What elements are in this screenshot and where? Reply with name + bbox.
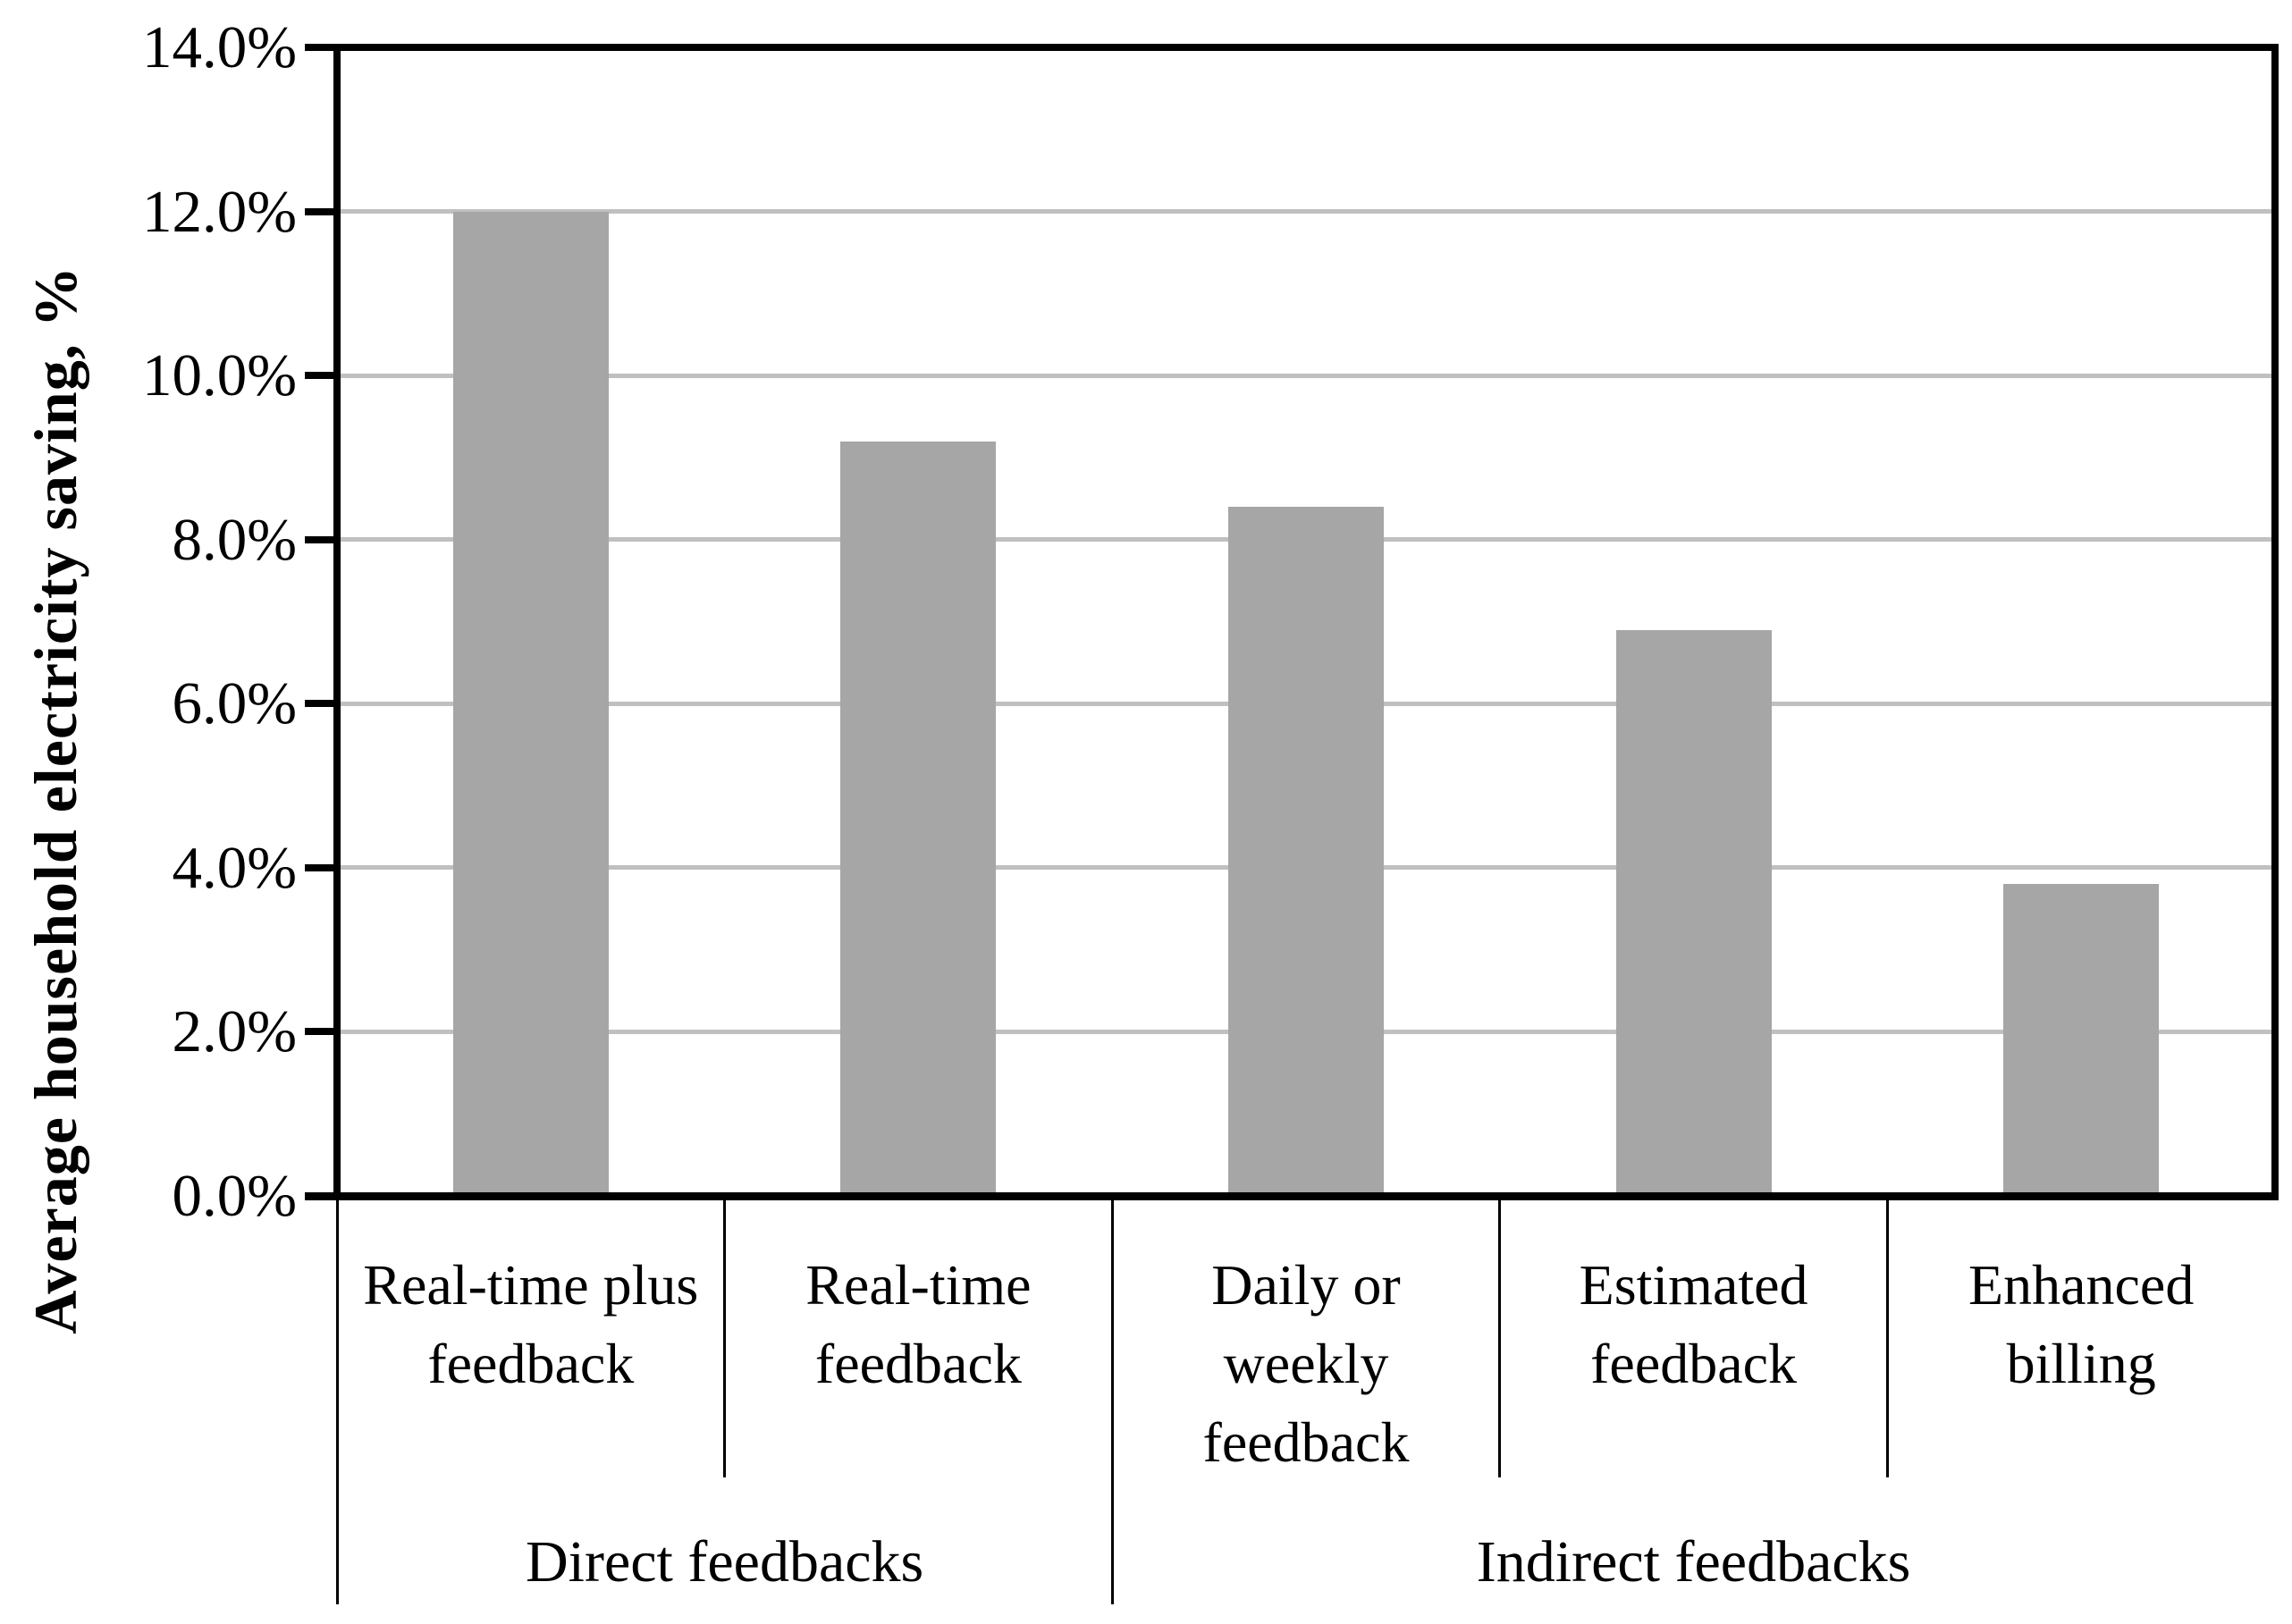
category-label: Estimated feedback: [1500, 1208, 1888, 1477]
group-separator: [1110, 1200, 1114, 1604]
y-tick-mark: [305, 1192, 337, 1199]
y-tick-mark: [305, 863, 337, 871]
y-tick-label: 6.0%: [172, 670, 297, 737]
y-tick-label: 0.0%: [172, 1163, 297, 1229]
bar: [1228, 507, 1384, 1196]
gridline: [337, 209, 2275, 215]
y-tick-mark: [305, 700, 337, 708]
category-label-text: Estimated feedback: [1579, 1253, 1808, 1395]
bar: [840, 441, 997, 1196]
y-tick-label: 8.0%: [172, 506, 297, 573]
y-tick-label: 12.0%: [141, 178, 297, 245]
gridline: [337, 373, 2275, 378]
category-separator: [1885, 1200, 1889, 1477]
category-label-text: Real-time feedback: [805, 1253, 1032, 1395]
category-label-text: Real-time plus feedback: [363, 1253, 699, 1395]
top-axis-line: [333, 44, 2279, 51]
category-label-text: Enhanced billing: [1968, 1253, 2195, 1395]
bar: [452, 211, 609, 1196]
left-axis-line: [333, 44, 341, 1200]
bar: [1615, 629, 1772, 1196]
category-label: Enhanced billing: [1887, 1208, 2275, 1477]
category-separator: [723, 1200, 727, 1477]
y-tick-mark: [305, 1028, 337, 1036]
right-axis-line: [2271, 44, 2279, 1200]
category-separator: [335, 1200, 339, 1604]
bar: [2003, 884, 2160, 1196]
category-separator: [1498, 1200, 1502, 1477]
category-label-text: Daily or weekly feedback: [1202, 1253, 1410, 1474]
y-tick-label: 2.0%: [172, 998, 297, 1065]
category-label: Daily or weekly feedback: [1112, 1208, 1500, 1477]
y-axis-title: Average household electricity saving, %: [21, 265, 89, 1334]
category-label: Real-time plus feedback: [337, 1208, 725, 1477]
y-tick-mark: [305, 372, 337, 380]
category-axis: Real-time plus feedback Real-time feedbac…: [337, 1208, 2275, 1477]
bottom-axis-line: [305, 1192, 2279, 1200]
plot-area: [337, 47, 2275, 1196]
y-tick-label: 10.0%: [141, 342, 297, 409]
y-tick-mark: [305, 44, 337, 51]
group-label: Direct feedbacks: [525, 1529, 924, 1595]
y-tick-mark: [305, 535, 337, 543]
y-tick-label: 14.0%: [141, 14, 297, 80]
category-label: Real-time feedback: [725, 1208, 1113, 1477]
y-tick-mark: [305, 207, 337, 215]
y-tick-label: 4.0%: [172, 834, 297, 901]
group-label: Indirect feedbacks: [1476, 1529, 1911, 1595]
